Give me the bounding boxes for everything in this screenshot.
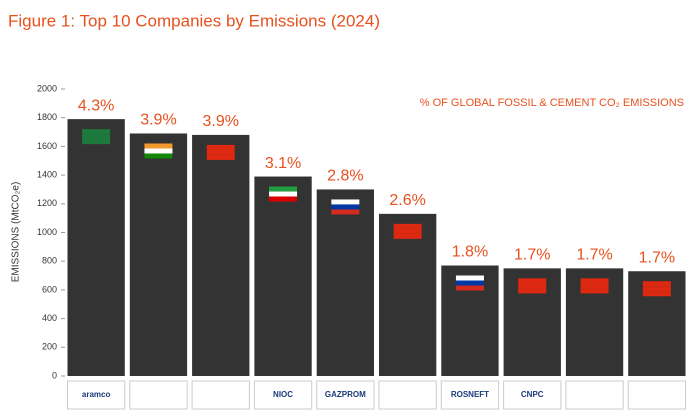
bar — [129, 133, 188, 376]
flag — [393, 233, 422, 239]
y-tick-label: 600 — [42, 284, 57, 294]
y-tick-label: 1000 — [37, 227, 57, 237]
logo-box — [565, 380, 624, 410]
x-tick-label: ROSNEFT — [451, 390, 489, 399]
value-label: 3.9% — [140, 112, 176, 129]
flag — [269, 196, 298, 202]
flag — [206, 144, 235, 150]
value-label: 1.8% — [452, 244, 488, 261]
y-tick-label: 1600 — [37, 141, 57, 151]
value-label: 2.6% — [389, 192, 425, 209]
x-tick-label: CNPC — [521, 390, 544, 399]
flag — [455, 285, 484, 291]
value-label: 1.7% — [514, 247, 550, 264]
flag — [580, 278, 609, 284]
y-tick-label: 400 — [42, 313, 57, 323]
y-tick-label: 200 — [42, 342, 57, 352]
x-tick-label: GAZPROM — [325, 390, 366, 399]
flag — [82, 139, 111, 145]
flag — [144, 143, 173, 149]
flag — [642, 281, 671, 287]
flag — [393, 223, 422, 229]
flag — [331, 204, 360, 210]
y-tick-label: 1200 — [37, 198, 57, 208]
x-tick-label: aramco — [82, 390, 111, 399]
bar — [192, 134, 250, 376]
x-tick-label: NIOC — [273, 390, 293, 399]
flag — [393, 228, 422, 234]
logo-box — [129, 380, 188, 410]
chart-title: Figure 1: Top 10 Companies by Emissions … — [8, 11, 380, 30]
flag — [82, 134, 111, 140]
bar — [378, 213, 437, 376]
logo-box — [627, 380, 687, 410]
flag — [269, 191, 298, 197]
value-label: 1.7% — [576, 247, 612, 264]
flag — [269, 186, 298, 192]
y-tick-label: 2000 — [37, 83, 57, 93]
logo-box — [66, 380, 126, 410]
flag — [144, 148, 173, 154]
logo-box — [316, 380, 375, 410]
flag — [518, 288, 547, 294]
logo-box — [378, 380, 437, 410]
flag — [580, 288, 609, 294]
flag — [144, 153, 173, 159]
flag — [455, 275, 484, 281]
bar — [67, 119, 125, 376]
flag — [642, 286, 671, 292]
flag — [455, 280, 484, 286]
flag — [518, 283, 547, 289]
flag — [206, 149, 235, 155]
value-label: 1.7% — [639, 249, 675, 266]
annotation: % OF GLOBAL FOSSIL & CEMENT CO₂ EMISSION… — [420, 97, 684, 109]
flag — [518, 278, 547, 284]
value-label: 3.9% — [203, 113, 239, 130]
logo-box — [191, 380, 250, 410]
flag — [642, 291, 671, 297]
logo-box — [503, 380, 562, 410]
flag — [331, 209, 360, 215]
bar — [254, 176, 312, 376]
value-label: 2.8% — [327, 168, 363, 185]
flag — [331, 199, 360, 205]
logo-box — [253, 380, 313, 410]
bar — [316, 189, 375, 376]
y-tick-label: 1800 — [37, 112, 57, 122]
logo-box — [440, 380, 500, 410]
flag — [206, 154, 235, 160]
flag — [580, 283, 609, 289]
value-label: 3.1% — [265, 155, 301, 172]
y-tick-label: 800 — [42, 256, 57, 266]
y-axis-label: EMISSIONS (MtCO₂e) — [11, 182, 22, 283]
value-label: 4.3% — [78, 97, 114, 114]
y-tick-label: 1400 — [37, 169, 57, 179]
flag — [82, 129, 111, 135]
y-tick-label: 0 — [52, 370, 57, 380]
